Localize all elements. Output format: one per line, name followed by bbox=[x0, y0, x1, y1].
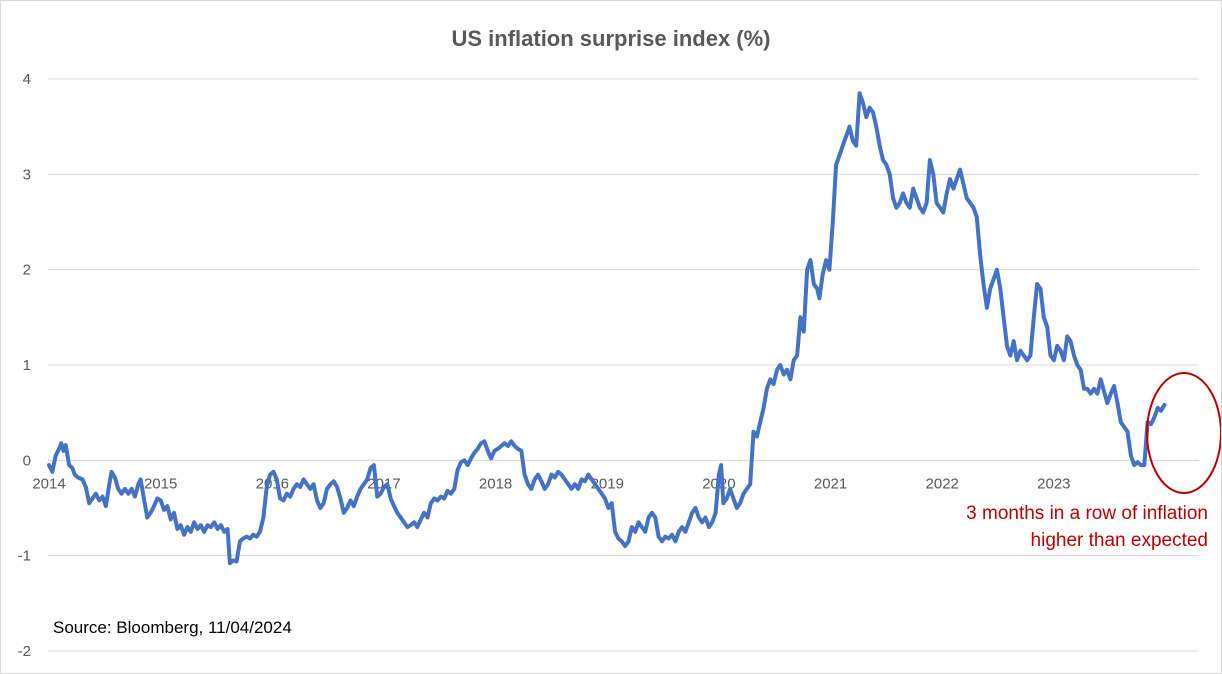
annotation-line-1: 3 months in a row of inflation bbox=[966, 503, 1208, 524]
y-tick-label: 2 bbox=[23, 262, 31, 279]
y-tick-label: -2 bbox=[18, 643, 31, 660]
x-tick-label: 2022 bbox=[926, 475, 959, 492]
highlight-ellipse bbox=[1146, 372, 1221, 494]
x-tick-label: 2018 bbox=[479, 475, 512, 492]
chart-title: US inflation surprise index (%) bbox=[451, 26, 770, 51]
x-tick-label: 2023 bbox=[1037, 475, 1070, 492]
y-tick-label: -1 bbox=[18, 548, 31, 565]
annotation-line-2: higher than expected bbox=[1031, 530, 1208, 551]
y-axis-tick-labels: -2 -1 0 1 2 3 4 bbox=[18, 71, 31, 660]
x-tick-label: 2015 bbox=[144, 475, 177, 492]
gridlines bbox=[48, 78, 1199, 652]
y-tick-label: 4 bbox=[23, 71, 31, 88]
y-tick-label: 3 bbox=[23, 166, 31, 183]
y-tick-label: 1 bbox=[23, 357, 31, 374]
y-tick-label: 0 bbox=[23, 452, 31, 469]
source-note: Source: Bloomberg, 11/04/2024 bbox=[53, 618, 292, 637]
series-layer bbox=[47, 91, 1167, 566]
x-tick-label: 2016 bbox=[256, 475, 289, 492]
series-line-0 bbox=[47, 91, 1167, 566]
x-tick-label: 2021 bbox=[814, 475, 847, 492]
x-tick-label: 2014 bbox=[32, 475, 65, 492]
